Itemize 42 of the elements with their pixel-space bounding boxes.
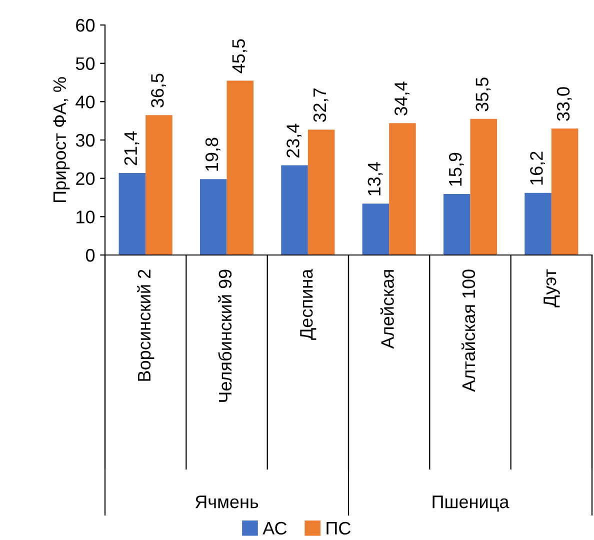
y-tick-label: 0 bbox=[86, 248, 95, 262]
data-label: 13,4 bbox=[368, 162, 383, 196]
bar bbox=[524, 192, 552, 255]
x-tick-label: Алтайская 100 bbox=[462, 270, 476, 392]
x-tick-label: Ворсинский 2 bbox=[137, 270, 154, 381]
data-label: 32,7 bbox=[313, 88, 328, 122]
y-axis-title: Прирост ФА, % bbox=[53, 77, 70, 202]
x-tick-label: Алейская bbox=[380, 270, 394, 349]
bar bbox=[281, 165, 308, 255]
data-label: 34,4 bbox=[394, 82, 410, 116]
data-label: 15,9 bbox=[448, 152, 464, 186]
data-label: 16,2 bbox=[530, 152, 546, 185]
bar bbox=[389, 123, 416, 255]
data-label: 36,5 bbox=[151, 74, 166, 108]
bar bbox=[443, 194, 470, 255]
y-tick-label: 40 bbox=[76, 96, 95, 108]
data-label: 23,4 bbox=[286, 124, 302, 158]
legend-label: ПС bbox=[326, 522, 351, 535]
y-tick-label: 10 bbox=[76, 210, 95, 224]
x-tick-label: Дуэт bbox=[544, 269, 560, 308]
bar bbox=[551, 128, 578, 255]
data-label: 33,0 bbox=[556, 87, 572, 121]
x-tick-label: Деспина bbox=[300, 268, 316, 340]
data-label: 21,4 bbox=[124, 131, 140, 166]
x-tick-label: Челябинский 99 bbox=[218, 270, 232, 402]
data-label: 19,8 bbox=[205, 138, 220, 171]
bar bbox=[118, 172, 146, 255]
bar bbox=[200, 179, 227, 255]
y-tick-label: 20 bbox=[76, 172, 95, 186]
text: Пшеница bbox=[432, 496, 510, 512]
bar bbox=[470, 118, 498, 255]
y-tick-label: 50 bbox=[76, 57, 95, 70]
y-tick-label: 60 bbox=[76, 18, 95, 32]
legend-label: АС bbox=[262, 522, 287, 535]
bar bbox=[146, 115, 172, 255]
data-label: 45,5 bbox=[232, 39, 248, 74]
bar bbox=[308, 130, 335, 255]
text: Ячмень bbox=[195, 496, 258, 508]
bar bbox=[362, 204, 390, 255]
data-label: 35,5 bbox=[476, 78, 491, 112]
bar bbox=[226, 80, 254, 255]
y-tick-label: 30 bbox=[76, 134, 95, 147]
